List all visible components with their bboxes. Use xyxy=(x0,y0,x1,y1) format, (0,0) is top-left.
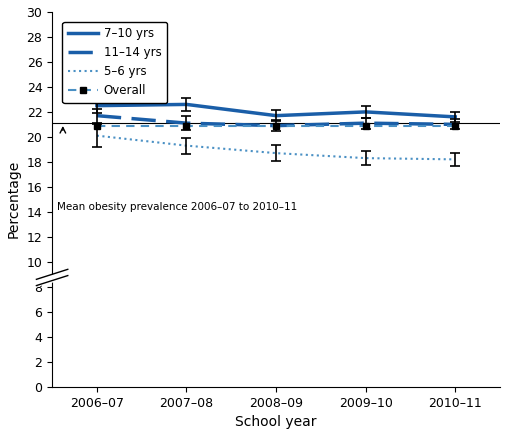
X-axis label: School year: School year xyxy=(235,415,317,429)
Legend: 7–10 yrs, 11–14 yrs, 5–6 yrs, Overall: 7–10 yrs, 11–14 yrs, 5–6 yrs, Overall xyxy=(62,22,167,103)
Text: Mean obesity prevalence 2006–07 to 2010–11: Mean obesity prevalence 2006–07 to 2010–… xyxy=(57,202,297,212)
Y-axis label: Percentage: Percentage xyxy=(7,160,21,238)
Text: †: † xyxy=(65,89,72,102)
